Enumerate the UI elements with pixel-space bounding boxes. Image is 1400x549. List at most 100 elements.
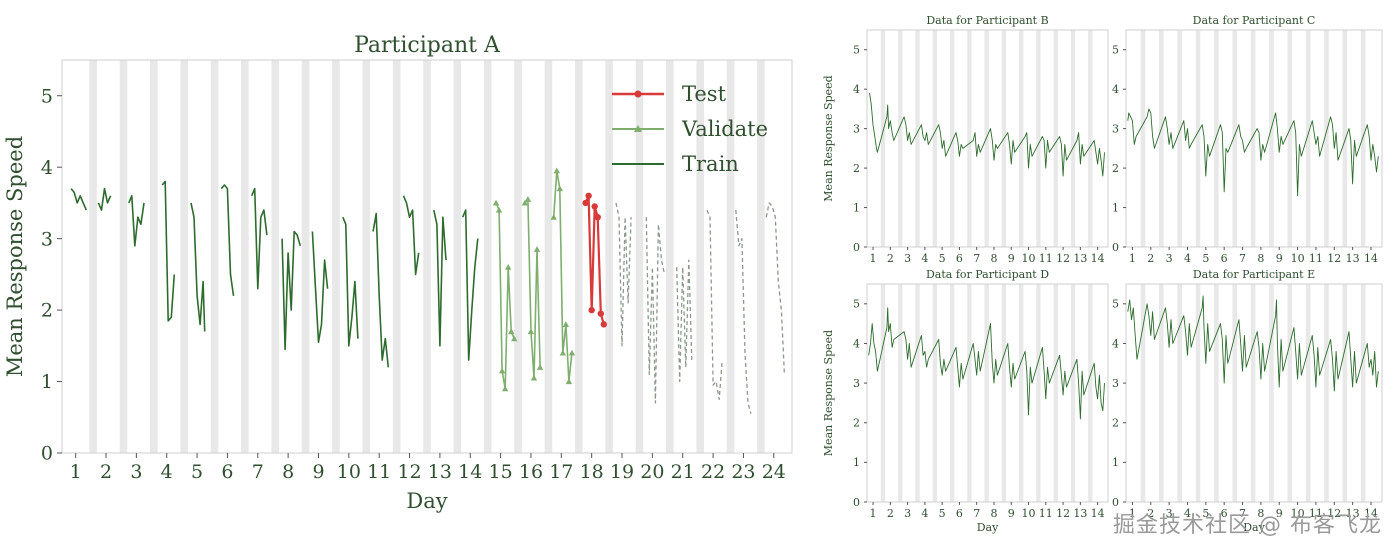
- y-tick-label: 3: [41, 228, 53, 250]
- plot-frame: [866, 29, 1109, 248]
- x-tick-label: 10: [1291, 507, 1305, 520]
- data-point: [550, 214, 557, 220]
- series-line: [615, 202, 632, 347]
- legend-label: Train: [682, 152, 739, 176]
- night-band: [1360, 30, 1366, 247]
- y-tick-label: 2: [1112, 162, 1119, 175]
- x-tick-label: 18: [580, 461, 604, 483]
- x-tick-label: 10: [1022, 252, 1036, 265]
- night-band: [1214, 30, 1219, 247]
- series-line: [311, 231, 329, 344]
- x-tick-label: 6: [956, 252, 963, 265]
- plot-frame: [1125, 283, 1383, 503]
- chart-title: Data for Participant D: [926, 268, 1049, 281]
- night-band: [967, 30, 972, 247]
- y-tick-label: 3: [1112, 377, 1119, 390]
- x-tick-label: 13: [1073, 507, 1087, 520]
- series-line: [190, 202, 206, 332]
- series-line: [342, 216, 359, 347]
- x-tick-label: 12: [1327, 507, 1341, 520]
- data-point: [553, 167, 560, 174]
- night-band: [423, 60, 431, 453]
- series-line: [1127, 295, 1379, 392]
- night-band: [1001, 284, 1007, 502]
- y-tick-label: 4: [853, 337, 860, 350]
- night-band: [967, 284, 972, 502]
- y-tick-label: 1: [853, 456, 860, 469]
- series-line: [524, 198, 541, 379]
- x-tick-label: 3: [904, 507, 911, 520]
- night-band: [1305, 30, 1311, 247]
- night-band: [1269, 30, 1274, 247]
- x-tick-label: 5: [939, 252, 946, 265]
- night-band: [1324, 30, 1329, 247]
- night-band: [271, 60, 280, 453]
- y-tick-label: 3: [1112, 122, 1119, 135]
- series-line: [765, 202, 786, 375]
- legend-label: Test: [682, 82, 727, 106]
- x-tick-label: 7: [1239, 252, 1246, 265]
- night-band: [666, 60, 674, 453]
- shaded-bands: [880, 284, 1093, 502]
- y-tick-label: 5: [1112, 44, 1119, 57]
- data-point: [556, 185, 563, 192]
- night-band: [757, 60, 765, 453]
- x-tick-label: 23: [731, 461, 755, 483]
- x-tick-label: 4: [1184, 507, 1191, 520]
- x-tick-label: 2: [1147, 252, 1154, 265]
- x-tick-label: 2: [1147, 507, 1154, 520]
- series-line: [495, 202, 516, 390]
- x-tick-label: 7: [973, 507, 980, 520]
- night-band: [1053, 284, 1058, 502]
- night-band: [1140, 30, 1146, 247]
- x-tick-label: 22: [701, 461, 725, 483]
- series-thin: [868, 307, 1105, 420]
- y-tick-label: 1: [1112, 456, 1119, 469]
- night-band: [1250, 30, 1256, 247]
- data-point: [582, 199, 589, 207]
- night-band: [574, 60, 583, 453]
- x-tick-label: 19: [610, 461, 634, 483]
- y-tick-label: 5: [853, 298, 860, 311]
- night-band: [949, 284, 955, 502]
- x-tick-label: 10: [337, 461, 361, 483]
- series-line: [372, 212, 390, 368]
- y-tick-label: 0: [1112, 496, 1119, 509]
- night-band: [1360, 284, 1366, 502]
- x-tick-label: 12: [1327, 252, 1341, 265]
- plot-frame: [1125, 29, 1383, 248]
- data-point: [562, 321, 570, 327]
- legend-marker: [634, 125, 642, 132]
- x-tick-label: 8: [1257, 252, 1264, 265]
- series-line: [128, 195, 145, 247]
- data-point: [504, 264, 512, 270]
- series-line: [97, 187, 112, 211]
- night-band: [1177, 30, 1182, 247]
- night-band: [1019, 30, 1024, 247]
- night-band: [1019, 284, 1024, 502]
- series-line: [70, 188, 88, 211]
- y-tick-label: 0: [1112, 241, 1119, 254]
- x-tick-label: 4: [921, 252, 928, 265]
- data-point: [524, 196, 532, 202]
- y-tick-label: 2: [1112, 417, 1119, 430]
- x-tick-label: 2: [100, 461, 112, 483]
- night-band: [1053, 30, 1058, 247]
- series-line: [402, 195, 420, 276]
- y-tick-label: 3: [853, 377, 860, 390]
- x-tick-label: 24: [762, 461, 786, 483]
- x-tick-label: 5: [191, 461, 203, 483]
- night-band: [932, 284, 937, 502]
- night-band: [180, 60, 188, 453]
- y-tick-label: 1: [853, 201, 860, 214]
- night-band: [635, 60, 644, 453]
- data-point: [568, 349, 576, 356]
- x-tick-label: 7: [1239, 507, 1246, 520]
- data-point: [492, 199, 500, 206]
- x-tick-label: 6: [956, 507, 963, 520]
- x-tick-label: 3: [1166, 507, 1173, 520]
- y-tick-label: 4: [1112, 337, 1119, 350]
- data-point: [565, 378, 573, 385]
- series-thin: [1127, 108, 1379, 197]
